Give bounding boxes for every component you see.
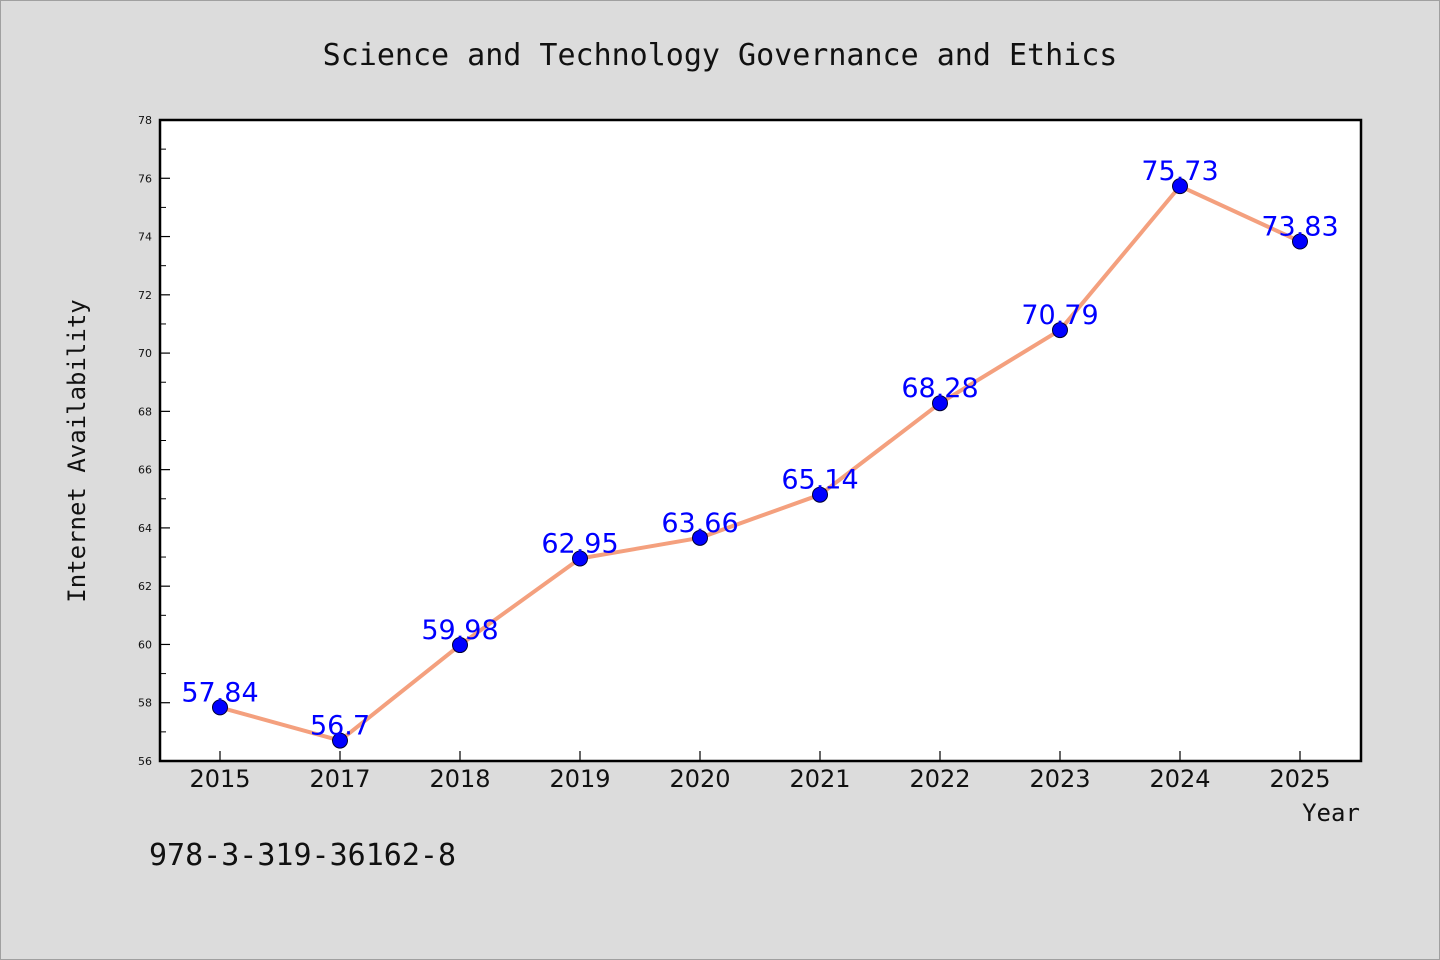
x-tick-label: 2015 <box>189 765 250 793</box>
x-tick-label: 2023 <box>1029 765 1090 793</box>
data-label: 73.83 <box>1261 211 1338 242</box>
plot-area <box>158 118 1363 763</box>
chart-title: Science and Technology Governance and Et… <box>323 38 1118 73</box>
x-tick-label: 2020 <box>669 765 730 793</box>
y-tick-label: 70 <box>138 347 152 360</box>
data-label: 70.79 <box>1021 300 1098 331</box>
data-label: 65.14 <box>781 465 858 496</box>
data-point <box>812 486 828 503</box>
x-tick-label: 2018 <box>429 765 490 793</box>
y-tick-label: 62 <box>138 580 152 593</box>
data-point <box>1292 233 1308 250</box>
y-tick-label: 58 <box>138 697 152 710</box>
x-axis: 2015 2017 2018 2019 2020 2021 2022 2023 2024 2025 <box>189 751 1331 793</box>
x-tick-label: 2017 <box>309 765 370 793</box>
isbn-annotation: 978-3-319-36162-8 <box>149 838 456 873</box>
y-tick-label: 72 <box>138 289 152 302</box>
data-label: 57.84 <box>181 677 258 708</box>
data-point <box>332 732 348 749</box>
data-label: 62.95 <box>541 529 618 560</box>
series-line <box>218 184 1302 743</box>
y-tick-label: 56 <box>138 755 152 768</box>
y-axis-label: Internet Availability <box>63 299 91 602</box>
data-label: 75.73 <box>1141 156 1218 187</box>
data-point <box>932 395 948 412</box>
data-label: 68.28 <box>901 373 978 404</box>
data-label: 56.7 <box>310 711 370 742</box>
x-tick-label: 2021 <box>789 765 850 793</box>
data-point <box>692 529 708 546</box>
data-point <box>452 637 468 654</box>
data-point <box>1172 178 1188 195</box>
data-point <box>572 550 588 567</box>
data-point <box>212 699 228 716</box>
x-axis-label: Year <box>1302 799 1360 827</box>
y-tick-label: 76 <box>138 172 152 185</box>
x-tick-label: 2019 <box>549 765 610 793</box>
x-tick-label: 2024 <box>1149 765 1210 793</box>
y-tick-label: 64 <box>138 522 152 535</box>
y-tick-label: 78 <box>138 114 152 127</box>
y-tick-label: 66 <box>138 464 152 477</box>
x-tick-label: 2022 <box>909 765 970 793</box>
data-label: 63.66 <box>661 508 738 539</box>
y-axis: 56 58 60 62 64 66 68 70 72 74 76 78 <box>138 114 170 768</box>
y-tick-label: 68 <box>138 405 152 418</box>
data-point <box>1052 322 1068 339</box>
y-tick-label: 60 <box>138 638 152 651</box>
y-tick-label: 74 <box>138 231 152 244</box>
series-layer: 57.84 56.7 59.98 62.95 63.66 65.14 68.28 70.79 7… <box>181 156 1339 749</box>
data-label: 59.98 <box>421 615 498 646</box>
x-tick-label: 2025 <box>1269 765 1330 793</box>
